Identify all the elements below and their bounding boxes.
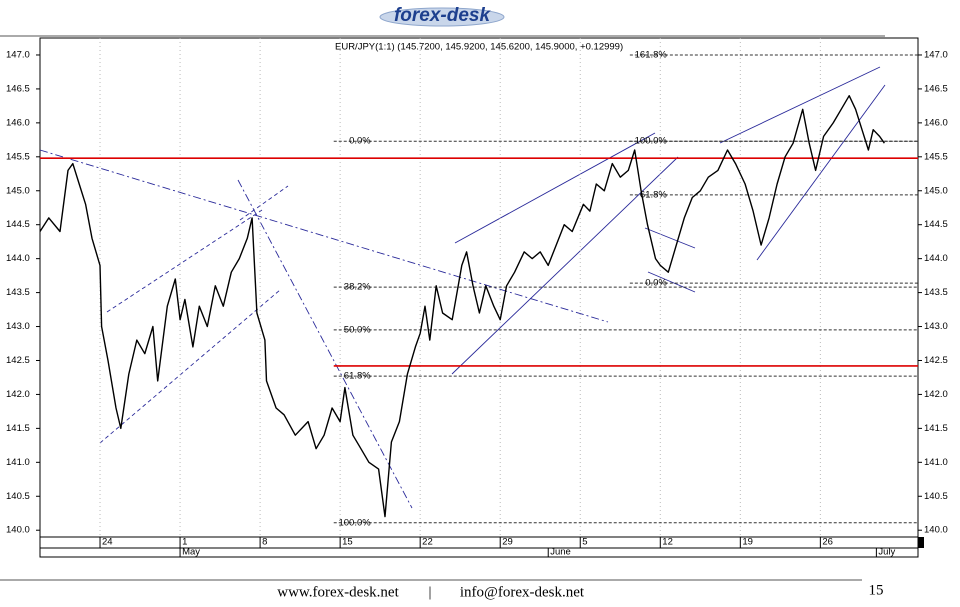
y-tick-label-right: 146.0 bbox=[924, 117, 948, 128]
x-tick-label: 29 bbox=[502, 537, 513, 548]
y-tick-label: 140.0 bbox=[6, 525, 30, 536]
trendlines bbox=[39, 66, 886, 509]
trendline bbox=[756, 84, 886, 261]
trendline bbox=[39, 149, 609, 323]
y-tick-label: 140.5 bbox=[6, 491, 30, 502]
trendline bbox=[451, 156, 679, 375]
y-tick-label: 141.0 bbox=[6, 457, 30, 468]
logo-text: forex-desk bbox=[394, 5, 492, 26]
y-tick-label: 141.5 bbox=[6, 423, 30, 434]
y-tick-label: 143.0 bbox=[6, 321, 30, 332]
y-tick-label-right: 145.0 bbox=[924, 185, 948, 196]
y-tick-label: 142.0 bbox=[6, 389, 30, 400]
trendline bbox=[239, 185, 289, 221]
footer-separator: | bbox=[428, 584, 431, 600]
chart-title: EUR/JPY(1:1) (145.7200, 145.9200, 145.62… bbox=[335, 42, 623, 53]
y-tick-label: 144.5 bbox=[6, 219, 30, 230]
trendline bbox=[106, 209, 263, 313]
fib-label: 161.8% bbox=[635, 49, 668, 60]
y-tick-label-right: 141.0 bbox=[924, 457, 948, 468]
axis-marker bbox=[918, 537, 924, 548]
y-tick-label: 146.5 bbox=[6, 83, 30, 94]
footer-email: info@forex-desk.net bbox=[460, 584, 585, 600]
trendline bbox=[719, 66, 881, 144]
y-tick-label: 145.0 bbox=[6, 185, 30, 196]
fib-label: 0.0% bbox=[349, 136, 371, 147]
x-tick-label: 22 bbox=[422, 537, 433, 548]
y-tick-label-right: 143.0 bbox=[924, 321, 948, 332]
x-tick-label: 12 bbox=[662, 537, 673, 548]
trendline bbox=[99, 289, 281, 444]
y-tick-label: 147.0 bbox=[6, 49, 30, 60]
y-tick-label-right: 144.0 bbox=[924, 253, 948, 264]
y-tick-label: 145.5 bbox=[6, 151, 30, 162]
fib-label: 100.0% bbox=[338, 517, 371, 528]
x-tick-label: 5 bbox=[582, 537, 587, 548]
fib-label: 100.0% bbox=[635, 136, 668, 147]
month-label: May bbox=[182, 547, 200, 558]
y-tick-label-right: 147.0 bbox=[924, 49, 948, 60]
fib-label: 61.8% bbox=[640, 189, 667, 200]
y-tick-label-right: 141.5 bbox=[924, 423, 948, 434]
y-tick-label: 146.0 bbox=[6, 117, 30, 128]
x-tick-label: 8 bbox=[262, 537, 267, 548]
y-tick-label-right: 142.5 bbox=[924, 355, 948, 366]
fib-label: 61.8% bbox=[344, 371, 371, 382]
trendline bbox=[647, 271, 696, 293]
y-tick-label: 142.5 bbox=[6, 355, 30, 366]
logo: forex-desk bbox=[379, 5, 505, 27]
x-tick-label: 24 bbox=[102, 537, 113, 548]
y-tick-label-right: 145.5 bbox=[924, 151, 948, 162]
trendline bbox=[454, 132, 656, 244]
y-tick-label-right: 142.0 bbox=[924, 389, 948, 400]
x-tick-label: 15 bbox=[342, 537, 353, 548]
y-tick-label: 143.5 bbox=[6, 287, 30, 298]
x-tick-label: 1 bbox=[182, 537, 187, 548]
x-axis-frame bbox=[39, 536, 919, 558]
y-tick-label-right: 143.5 bbox=[924, 287, 948, 298]
x-tick-label: 26 bbox=[822, 537, 833, 548]
y-tick-label: 144.0 bbox=[6, 253, 30, 264]
y-tick-label-right: 140.5 bbox=[924, 491, 948, 502]
x-tick-label: 19 bbox=[742, 537, 753, 548]
price-line bbox=[39, 95, 885, 518]
footer-website: www.forex-desk.net bbox=[277, 584, 399, 600]
trendline bbox=[237, 179, 413, 509]
y-tick-label-right: 140.0 bbox=[924, 525, 948, 536]
fib-label: 38.2% bbox=[344, 282, 371, 293]
fib-label: 0.0% bbox=[645, 278, 667, 289]
fib-label: 50.0% bbox=[344, 324, 371, 335]
month-label: July bbox=[878, 547, 895, 558]
footer-page: 15 bbox=[869, 582, 884, 598]
y-tick-label-right: 146.5 bbox=[924, 83, 948, 94]
trendline bbox=[644, 227, 696, 249]
month-label: June bbox=[550, 547, 571, 558]
y-tick-label-right: 144.5 bbox=[924, 219, 948, 230]
